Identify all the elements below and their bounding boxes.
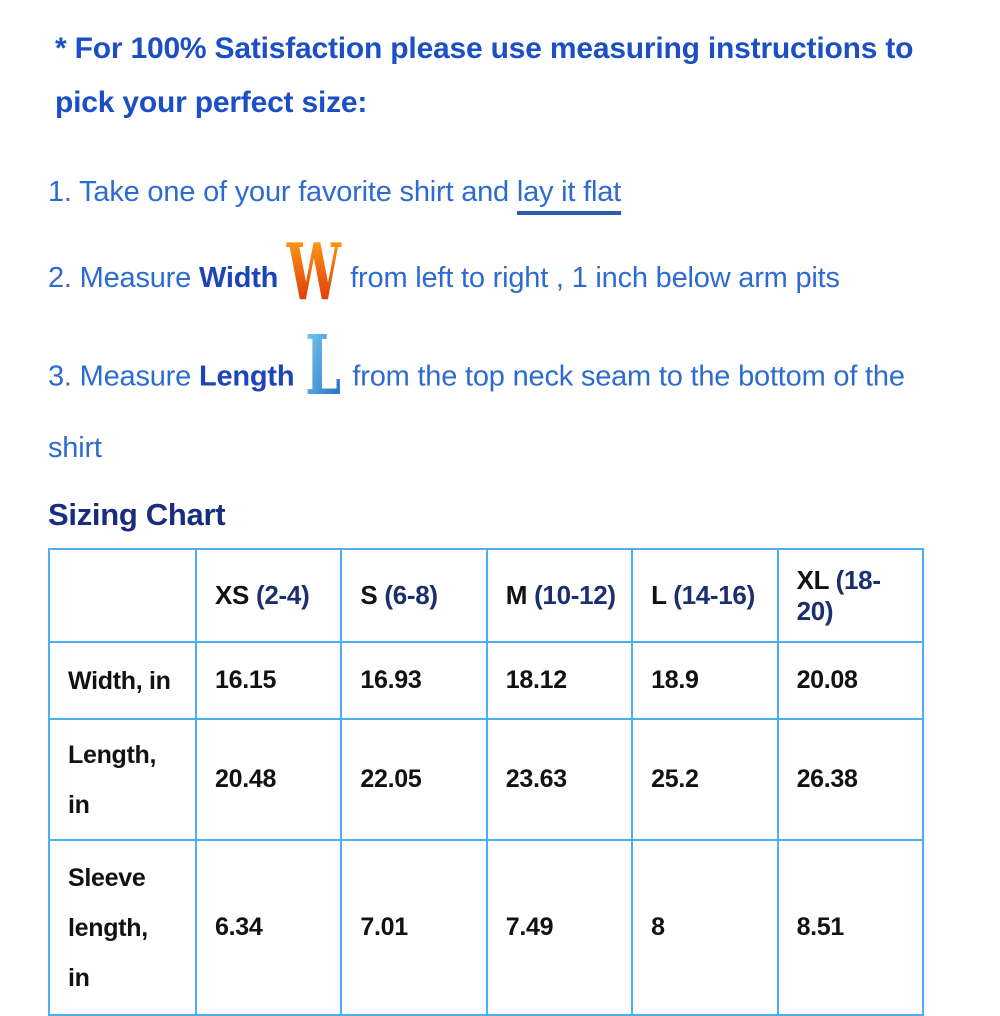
width-keyword: Width <box>198 262 279 295</box>
row-label-width: Width, in <box>48 641 197 720</box>
size-range: (18-20) <box>796 564 881 626</box>
value-cell: 23.63 <box>485 718 634 841</box>
instruction-step-1: 1. Take one of your favorite shirt and l… <box>48 174 952 215</box>
letter-w-icon: W <box>286 226 343 319</box>
header-cell-empty <box>48 548 197 643</box>
instruction-step-2: 2. Measure Width W from left to right , … <box>48 226 952 319</box>
sizing-chart-table: XS (2-4) S (6-8) M (10-12) L (14-16) XL … <box>48 548 924 1016</box>
value-cell: 8.51 <box>776 839 924 1016</box>
table-row-sleeve-length: Sleeve length, in 6.34 7.01 7.49 8 8.51 <box>48 839 924 1016</box>
step-2-text: 2. Measure <box>48 262 192 295</box>
size-label: M <box>505 580 528 610</box>
table-row-width: Width, in 16.15 16.93 18.12 18.9 20.08 <box>48 641 924 720</box>
value-cell: 6.34 <box>194 839 343 1016</box>
size-label: S <box>360 580 378 610</box>
row-label-sleeve-length: Sleeve length, in <box>48 839 197 1016</box>
size-range: (2-4) <box>256 580 310 610</box>
size-range: (14-16) <box>673 580 755 610</box>
table-row-length: Length, in 20.48 22.05 23.63 25.2 26.38 <box>48 718 924 841</box>
value-cell: 26.38 <box>776 718 924 841</box>
step-2-text-after: from left to right , 1 inch below arm pi… <box>350 262 840 295</box>
value-cell: 18.12 <box>485 641 634 720</box>
header-cell-l: L (14-16) <box>631 548 779 643</box>
size-range: (10-12) <box>534 580 616 610</box>
step-3-text: 3. Measure <box>48 360 192 393</box>
value-cell: 7.49 <box>485 839 634 1016</box>
instruction-step-3: 3. Measure Length L from the top neck se… <box>48 318 943 475</box>
step-1-text: 1. Take one of your favorite shirt and <box>48 176 509 208</box>
value-cell: 8 <box>631 839 779 1016</box>
step-3-text-after: from the top neck seam to the bottom of … <box>48 360 905 464</box>
value-cell: 16.15 <box>194 641 343 720</box>
satisfaction-note: * For 100% Satisfaction please use measu… <box>55 32 914 119</box>
size-label: L <box>651 580 667 610</box>
lay-it-flat-link[interactable]: lay it flat <box>516 176 621 215</box>
value-cell: 18.9 <box>631 641 779 720</box>
header-cell-xl: XL (18-20) <box>776 548 924 643</box>
value-cell: 25.2 <box>631 718 779 841</box>
w-glyph: W <box>286 239 342 307</box>
value-cell: 20.08 <box>776 641 924 720</box>
table-header-row: XS (2-4) S (6-8) M (10-12) L (14-16) XL … <box>48 548 924 643</box>
value-cell: 20.48 <box>194 718 343 841</box>
size-label: XS <box>215 580 250 610</box>
letter-l-icon: L <box>302 318 344 420</box>
l-glyph: L <box>306 332 342 402</box>
header-cell-s: S (6-8) <box>340 548 488 643</box>
header-cell-m: M (10-12) <box>485 548 634 643</box>
size-label: XL <box>796 564 829 595</box>
value-cell: 22.05 <box>340 718 488 841</box>
value-cell: 16.93 <box>340 641 488 720</box>
header-cell-xs: XS (2-4) <box>194 548 343 643</box>
size-range: (6-8) <box>384 580 438 610</box>
row-label-length: Length, in <box>48 718 197 841</box>
value-cell: 7.01 <box>340 839 488 1016</box>
length-keyword: Length <box>198 360 295 393</box>
sizing-chart-heading: Sizing Chart <box>48 497 226 532</box>
